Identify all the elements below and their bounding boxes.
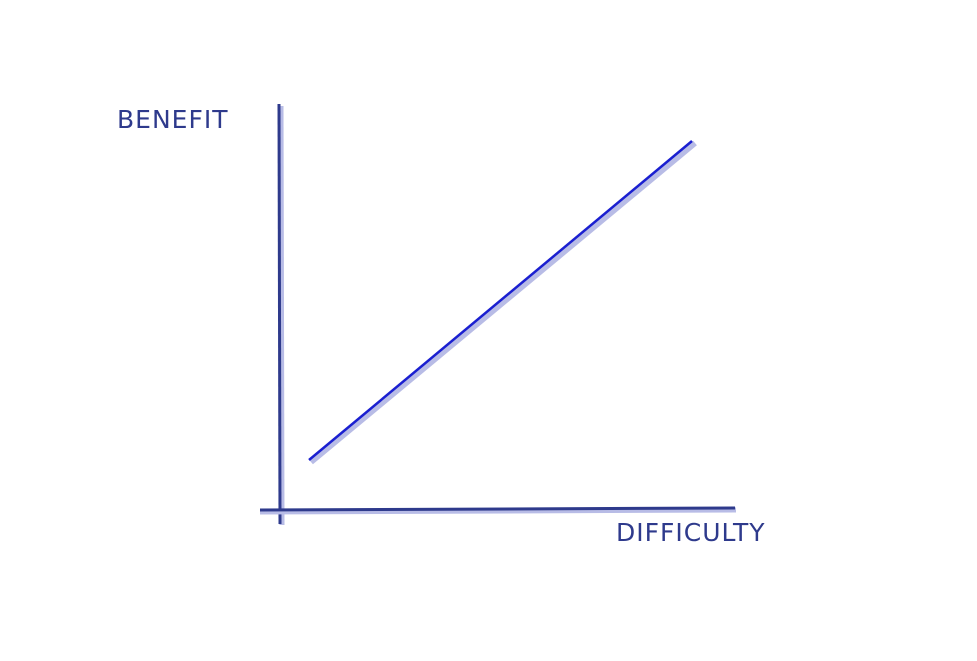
x-axis-label: DIFFICULTY bbox=[616, 518, 766, 547]
x-axis bbox=[259, 506, 736, 512]
trend-line-shadow bbox=[309, 140, 697, 465]
y-axis-shadow bbox=[278, 105, 285, 526]
y-axis-label: BENEFIT bbox=[117, 105, 228, 134]
trend-line bbox=[308, 140, 693, 461]
y-axis bbox=[277, 103, 282, 525]
x-axis-shadow bbox=[259, 507, 737, 515]
